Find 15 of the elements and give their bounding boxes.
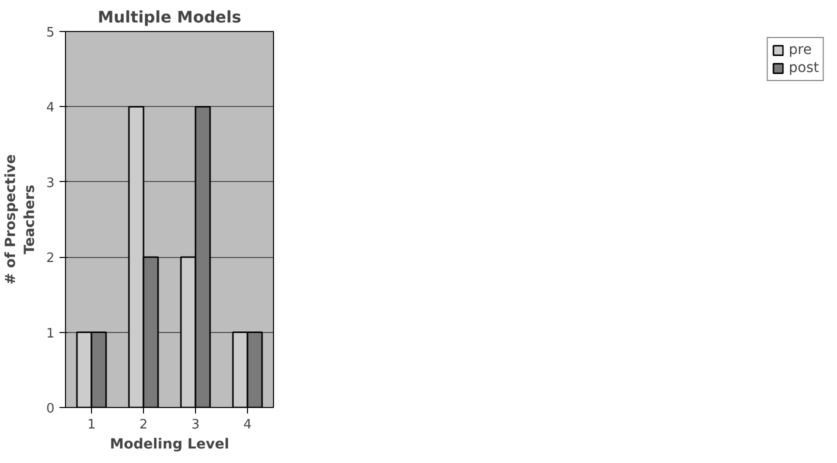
y-tick-label: 3 <box>46 176 55 191</box>
x-tick-label: 4 <box>243 418 252 432</box>
x-axis-title: Modeling Level <box>110 436 230 452</box>
x-tick-label: 3 <box>191 418 200 432</box>
legend-label: post <box>788 60 819 76</box>
y-axis-title: # of Prospective Teachers <box>3 154 38 285</box>
chart-title: Multiple Models <box>98 8 242 26</box>
y-tick-label: 0 <box>46 402 55 416</box>
y-tick-label: 2 <box>46 251 55 266</box>
y-tick-label: 5 <box>46 26 55 40</box>
x-tick-label: 2 <box>139 418 148 432</box>
legend-label: pre <box>788 42 812 58</box>
y-tick-label: 1 <box>46 326 55 342</box>
y-tick-label: 4 <box>46 100 55 116</box>
x-tick-label: 1 <box>87 418 96 432</box>
